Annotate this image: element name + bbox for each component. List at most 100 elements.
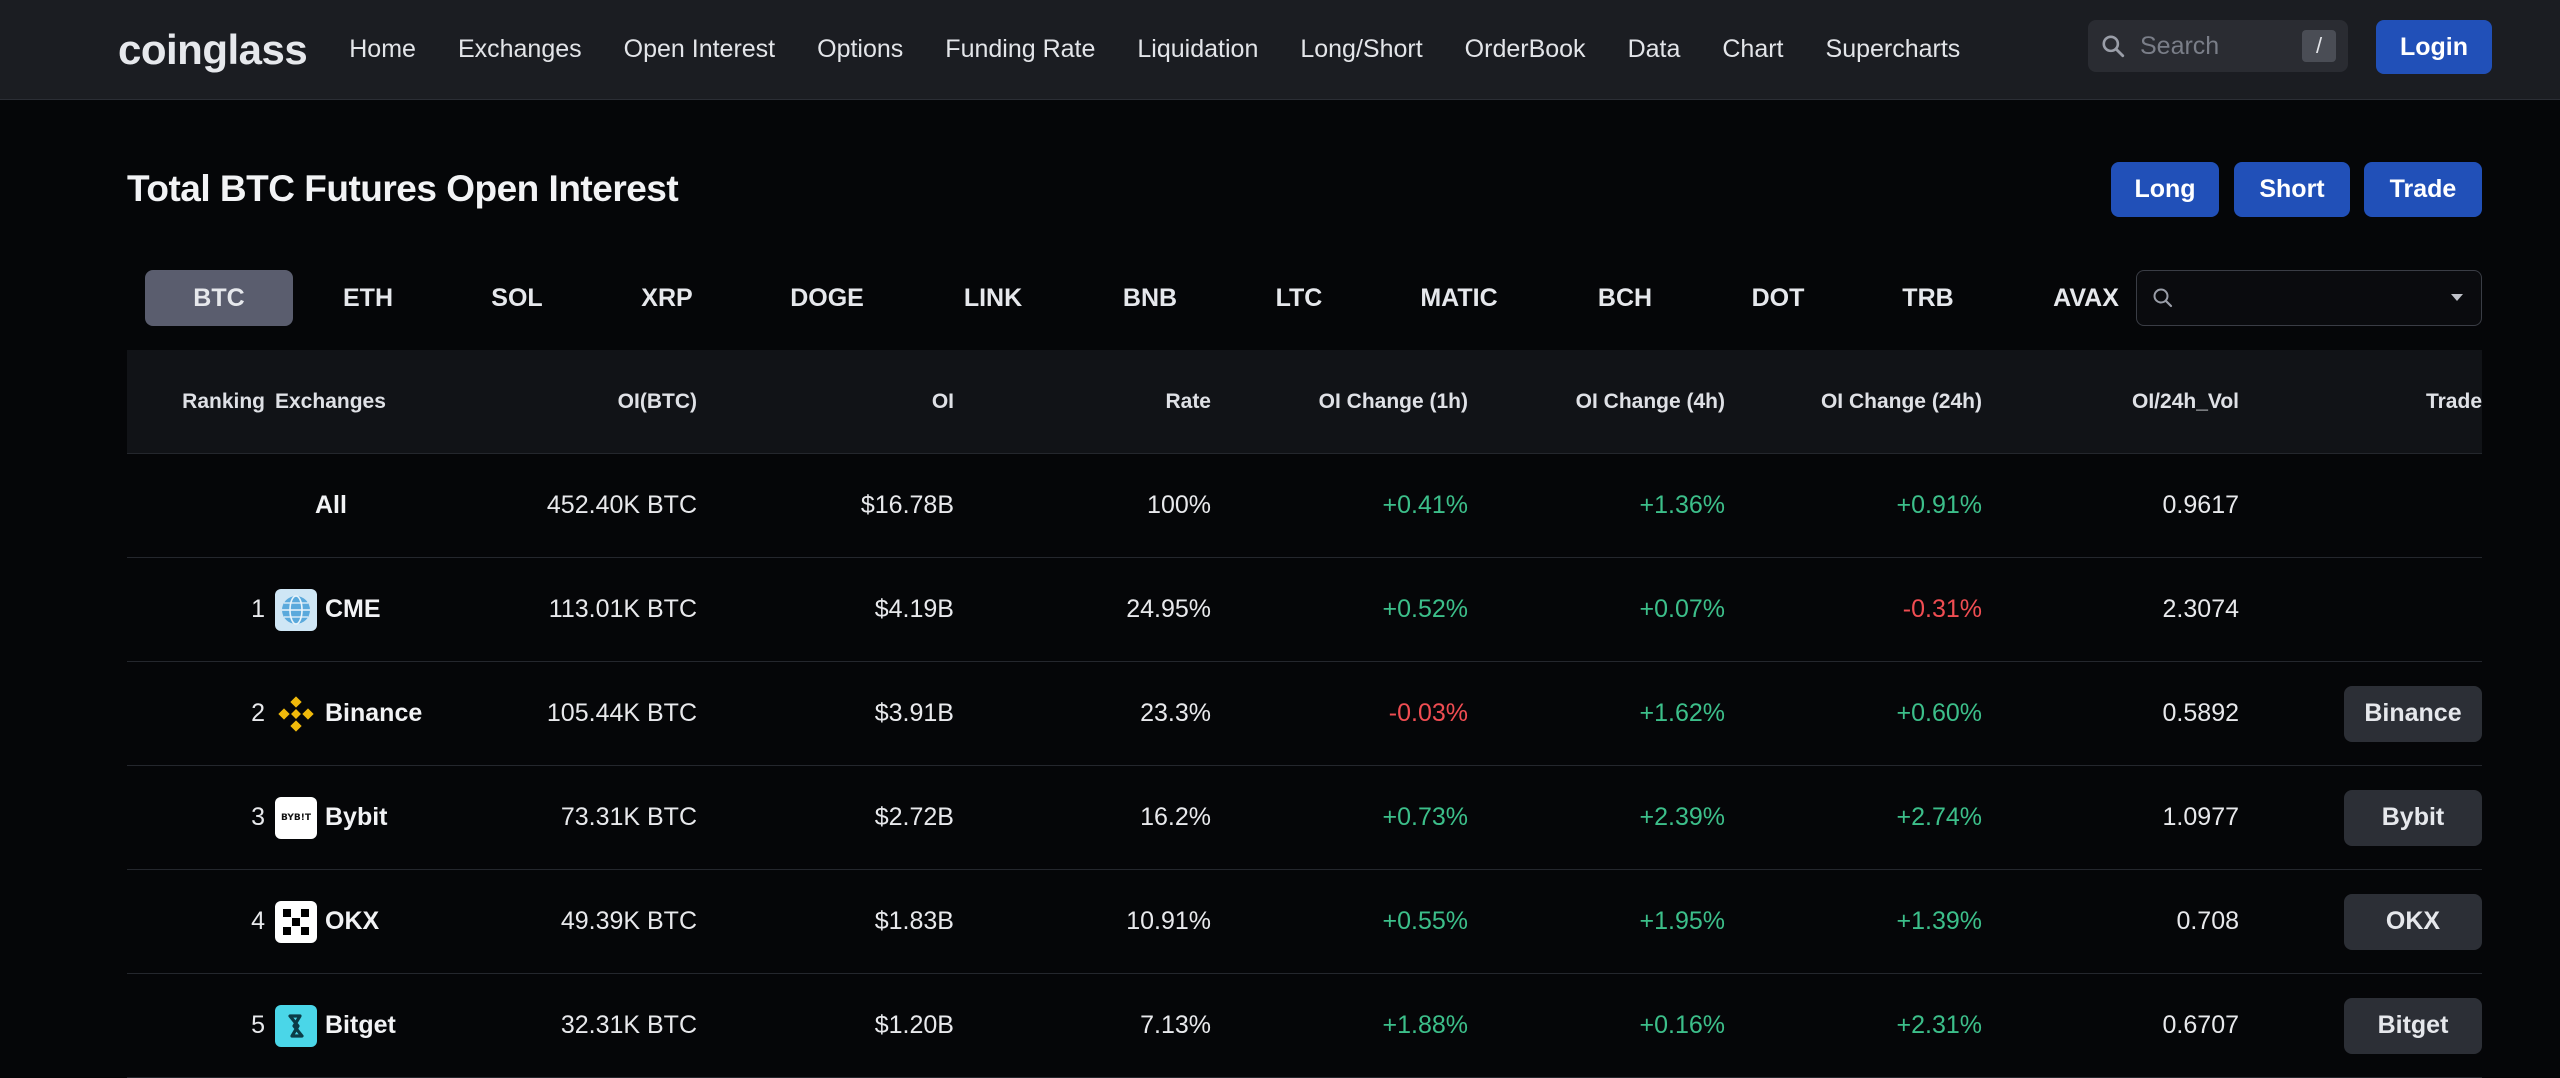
chevron-down-icon[interactable] — [2451, 294, 2463, 301]
top-nav: coinglass Home Exchanges Open Interest O… — [0, 0, 2560, 100]
coin-tab-sol[interactable]: SOL — [491, 283, 543, 312]
header-rate[interactable]: Rate — [1165, 389, 1211, 413]
rank-cell: 3 — [251, 803, 265, 831]
search-icon — [2102, 35, 2125, 58]
coin-tab-ltc[interactable]: LTC — [1275, 283, 1323, 312]
trade-bybit-button[interactable]: Bybit — [2344, 789, 2482, 846]
oi-change-4h-cell: +0.16% — [1639, 1011, 1726, 1039]
coin-tab-eth[interactable]: ETH — [343, 283, 393, 312]
nav-orderbook[interactable]: OrderBook — [1464, 35, 1586, 63]
header-oi[interactable]: OI — [931, 389, 954, 413]
exchange-name[interactable]: Bitget — [325, 1011, 396, 1039]
oi-change-1h-cell: +0.41% — [1382, 491, 1469, 519]
rank-cell: 4 — [251, 907, 265, 935]
page-title: Total BTC Futures Open Interest — [127, 168, 679, 209]
coinglass-logo[interactable]: coinglass — [118, 25, 308, 73]
cme-logo-icon — [275, 588, 317, 631]
oi-vol-cell: 0.708 — [2176, 907, 2239, 935]
coin-search-select[interactable] — [2136, 270, 2482, 326]
coin-tab-link[interactable]: LINK — [963, 283, 1023, 312]
oi-change-4h-cell: +1.95% — [1639, 907, 1726, 935]
header-oi-btc[interactable]: OI(BTC) — [617, 389, 697, 413]
search-shortcut-key: / — [2302, 30, 2336, 62]
nav-supercharts[interactable]: Supercharts — [1825, 35, 1961, 63]
coin-tab-matic[interactable]: MATIC — [1420, 283, 1498, 312]
nav-open-interest[interactable]: Open Interest — [623, 35, 776, 63]
short-button[interactable]: Short — [2234, 162, 2350, 217]
oi-change-1h-cell: -0.03% — [1388, 699, 1468, 727]
oi-change-4h-cell: +0.07% — [1639, 595, 1726, 623]
coin-tab-bch[interactable]: BCH — [1597, 283, 1653, 312]
search-icon — [2153, 288, 2173, 308]
nav-home[interactable]: Home — [349, 35, 416, 63]
oi-vol-cell: 0.5892 — [2162, 699, 2239, 727]
oi-change-24h-cell: +0.60% — [1896, 699, 1983, 727]
nav-options[interactable]: Options — [817, 35, 904, 63]
trade-bitget-button[interactable]: Bitget — [2344, 997, 2482, 1054]
table-row: 5 Bitget 32.31K BTC $1.20B 7.13% +1.88% … — [127, 974, 2482, 1078]
nav-funding-rate[interactable]: Funding Rate — [945, 35, 1096, 63]
nav-exchanges[interactable]: Exchanges — [457, 35, 582, 63]
oi-change-4h-cell: +1.36% — [1639, 491, 1726, 519]
binance-logo-icon — [275, 693, 317, 735]
oi-change-24h-cell: +2.74% — [1896, 803, 1983, 831]
coin-tab-avax[interactable]: AVAX — [2053, 283, 2119, 312]
oi-btc-cell: 105.44K BTC — [546, 699, 697, 727]
table-row-all: All 452.40K BTC $16.78B 100% +0.41% +1.3… — [127, 454, 2482, 558]
bitget-logo-icon — [275, 1004, 317, 1047]
coin-tab-xrp[interactable]: XRP — [641, 283, 693, 312]
coin-tab-bnb[interactable]: BNB — [1122, 283, 1178, 312]
rank-cell: 5 — [251, 1011, 265, 1039]
exchange-name[interactable]: CME — [325, 595, 381, 623]
exchange-name[interactable]: Binance — [325, 699, 423, 727]
search-input[interactable] — [2140, 31, 2290, 61]
exchange-name[interactable]: OKX — [325, 907, 380, 935]
search-box[interactable]: / — [2088, 20, 2348, 72]
nav-liquidation[interactable]: Liquidation — [1137, 35, 1259, 63]
oi-change-24h-cell: -0.31% — [1902, 595, 1982, 623]
header-ranking[interactable]: Ranking — [182, 389, 265, 413]
open-interest-table: Ranking Exchanges OI(BTC) OI Rate OI Cha… — [127, 350, 2482, 1078]
long-button[interactable]: Long — [2111, 162, 2219, 217]
trade-binance-button[interactable]: Binance — [2344, 685, 2482, 742]
header-oi-24h-vol[interactable]: OI/24h_Vol — [2132, 389, 2239, 413]
oi-cell: $1.83B — [874, 907, 954, 935]
nav-long-short[interactable]: Long/Short — [1300, 35, 1423, 63]
exchange-name[interactable]: Bybit — [325, 803, 388, 831]
nav-chart[interactable]: Chart — [1722, 35, 1784, 63]
oi-cell: $4.19B — [874, 595, 954, 623]
rate-cell: 23.3% — [1140, 699, 1211, 727]
oi-cell: $16.78B — [860, 491, 954, 519]
oi-vol-cell: 0.6707 — [2162, 1011, 2239, 1039]
oi-change-4h-cell: +1.62% — [1639, 699, 1726, 727]
okx-logo-icon — [275, 900, 317, 943]
oi-btc-cell: 32.31K BTC — [560, 1011, 697, 1039]
oi-btc-cell: 49.39K BTC — [560, 907, 697, 935]
header-exchanges: Exchanges — [275, 389, 386, 413]
login-button[interactable]: Login — [2376, 20, 2492, 74]
rate-cell: 16.2% — [1140, 803, 1211, 831]
coin-tab-trb[interactable]: TRB — [1902, 283, 1954, 312]
rate-cell: 10.91% — [1126, 907, 1211, 935]
header-oi-change-1h[interactable]: OI Change (1h) — [1318, 389, 1468, 413]
oi-cell: $2.72B — [874, 803, 954, 831]
table-row: 2 Binance 105.44K BTC $3.91B 23.3% -0.03… — [127, 662, 2482, 766]
coin-tab-btc[interactable]: BTC — [145, 270, 293, 326]
oi-cell: $1.20B — [874, 1011, 954, 1039]
bybit-logo-icon: BYB!T — [275, 796, 317, 839]
header-oi-change-24h[interactable]: OI Change (24h) — [1820, 389, 1982, 413]
header-trade: Trade — [2425, 389, 2482, 413]
oi-change-24h-cell: +0.91% — [1896, 491, 1983, 519]
trade-button[interactable]: Trade — [2364, 162, 2482, 217]
trade-okx-button[interactable]: OKX — [2344, 893, 2482, 950]
oi-change-24h-cell: +1.39% — [1896, 907, 1983, 935]
oi-change-4h-cell: +2.39% — [1639, 803, 1726, 831]
coin-tab-doge[interactable]: DOGE — [790, 283, 864, 312]
rate-cell: 7.13% — [1140, 1011, 1211, 1039]
oi-vol-cell: 2.3074 — [2162, 595, 2239, 623]
header-oi-change-4h[interactable]: OI Change (4h) — [1575, 389, 1725, 413]
nav-data[interactable]: Data — [1627, 35, 1681, 63]
nav-links: Home Exchanges Open Interest Options Fun… — [349, 35, 2002, 64]
coin-tab-dot[interactable]: DOT — [1751, 283, 1805, 312]
rate-cell: 24.95% — [1126, 595, 1211, 623]
